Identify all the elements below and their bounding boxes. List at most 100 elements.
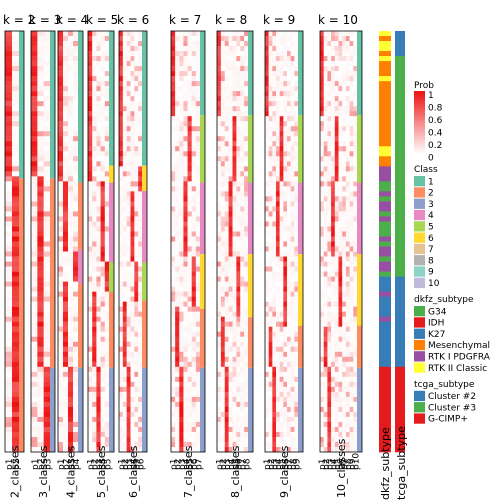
heatmap-cell	[179, 341, 184, 347]
heatmap-cell	[220, 341, 225, 347]
heatmap-cell	[287, 256, 291, 262]
heatmap-cell	[279, 266, 284, 272]
heatmap-cell	[63, 51, 69, 57]
heatmap-cell	[73, 306, 79, 312]
heatmap-cell	[171, 141, 176, 147]
heatmap-cell	[232, 261, 237, 267]
heatmap-cell	[73, 271, 79, 277]
heatmap-cell	[134, 431, 139, 438]
heatmap-cell	[119, 401, 124, 408]
heatmap-cell	[5, 61, 13, 67]
dkfz-subtype-cell	[379, 161, 391, 167]
heatmap-cell	[338, 316, 343, 322]
heatmap-cell	[349, 351, 354, 357]
heatmap-cell	[191, 416, 197, 423]
heatmap-cell	[276, 336, 280, 342]
heatmap-cell	[272, 406, 277, 413]
heatmap-cell	[5, 426, 13, 433]
heatmap-cell	[104, 241, 110, 247]
heatmap-cell	[191, 176, 197, 182]
heatmap-cell	[171, 46, 176, 52]
heatmap-cell	[31, 111, 38, 117]
heatmap-cell	[175, 266, 180, 272]
heatmap-cell	[179, 71, 184, 77]
heatmap-cell	[37, 266, 44, 272]
heatmap-cell	[272, 76, 277, 82]
heatmap-cell	[37, 91, 44, 97]
heatmap-cell	[287, 101, 291, 107]
heatmap-cell	[58, 316, 64, 322]
heatmap-cell	[345, 326, 350, 332]
heatmap-cell	[224, 71, 229, 77]
tcga-subtype-cell	[395, 361, 405, 368]
heatmap-cell	[179, 41, 184, 47]
heatmap-cell	[240, 181, 245, 187]
dkfz-subtype-cell	[379, 151, 391, 157]
heatmap-cell	[183, 211, 188, 217]
heatmap-cell	[138, 171, 143, 177]
heatmap-cell	[342, 146, 347, 152]
heatmap-cell	[43, 166, 51, 172]
heatmap-cell	[217, 136, 222, 142]
heatmap-cell	[294, 231, 299, 237]
heatmap-cell	[349, 336, 354, 342]
heatmap-cell	[338, 406, 343, 413]
heatmap-cell	[290, 326, 295, 332]
heatmap-cell	[323, 266, 328, 272]
tcga-subtype-cell	[395, 191, 405, 197]
heatmap-cell	[283, 321, 288, 327]
heatmap-cell	[320, 176, 324, 182]
heatmap-cell	[268, 91, 273, 97]
heatmap-cell	[12, 181, 20, 187]
heatmap-cell	[236, 411, 241, 418]
heatmap-cell	[353, 171, 358, 177]
heatmap-cell	[331, 381, 335, 388]
tcga-subtype-cell	[395, 371, 405, 378]
heatmap-cell	[191, 266, 197, 272]
heatmap-cell	[68, 411, 74, 418]
heatmap-cell	[232, 211, 237, 217]
heatmap-cell	[345, 211, 350, 217]
heatmap-cell	[228, 421, 233, 428]
heatmap-cell	[179, 436, 184, 443]
heatmap-cell	[191, 201, 197, 207]
heatmap-cell	[276, 116, 280, 122]
heatmap-cell	[334, 51, 339, 57]
heatmap-cell	[73, 116, 79, 122]
heatmap-cell	[276, 161, 280, 167]
heatmap-cell	[175, 116, 180, 122]
heatmap-cell	[217, 381, 222, 388]
heatmap-cell	[228, 186, 233, 192]
heatmap-cell	[272, 361, 277, 367]
heatmap-cell	[349, 206, 354, 212]
heatmap-cell	[236, 341, 241, 347]
heatmap-cell	[63, 346, 69, 352]
heatmap-cell	[345, 91, 350, 97]
heatmap-cell	[195, 226, 201, 232]
heatmap-cell	[100, 436, 105, 443]
heatmap-cell	[294, 281, 299, 287]
heatmap-cell	[338, 361, 343, 367]
heatmap-cell	[290, 166, 295, 172]
heatmap-cell	[279, 51, 284, 57]
heatmap-cell	[183, 266, 188, 272]
heatmap-cell	[134, 226, 139, 232]
heatmap-cell	[353, 136, 358, 142]
heatmap-cell	[338, 441, 343, 448]
heatmap-cell	[294, 426, 299, 433]
tcga-subtype-cell	[395, 111, 405, 117]
heatmap-cell	[353, 321, 358, 327]
heatmap-cell	[195, 161, 201, 167]
heatmap-cell	[191, 191, 197, 197]
heatmap-cell	[92, 211, 97, 217]
heatmap-cell	[327, 361, 332, 367]
heatmap-cell	[334, 356, 339, 362]
heatmap-cell	[31, 296, 38, 302]
heatmap-cell	[272, 306, 277, 312]
heatmap-cell	[331, 386, 335, 393]
heatmap-cell	[331, 311, 335, 317]
heatmap-cell	[353, 81, 358, 87]
heatmap-cell	[342, 436, 347, 443]
heatmap-cell	[88, 106, 93, 112]
heatmap-cell	[119, 416, 124, 423]
